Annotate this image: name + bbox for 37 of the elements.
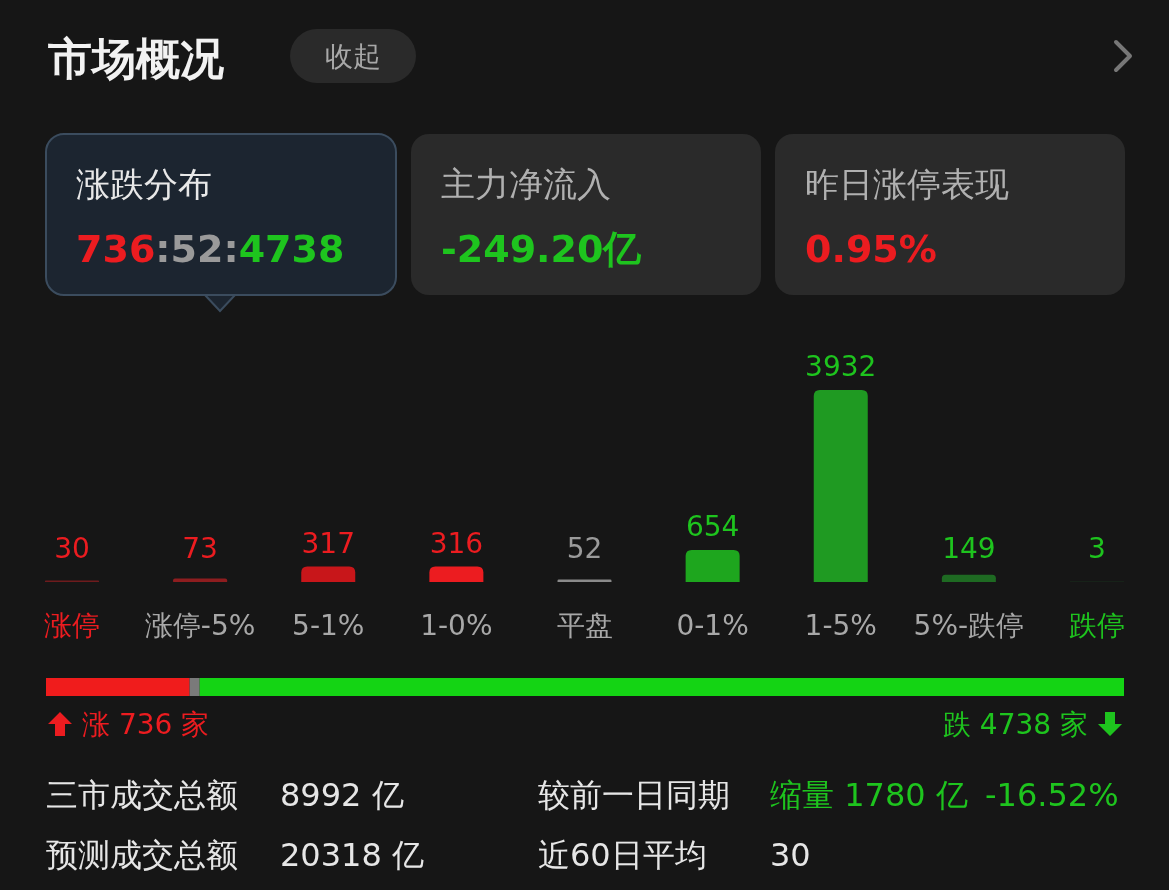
- text: -249.20亿: [441, 227, 643, 271]
- data-label: 317: [301, 526, 355, 560]
- data-label: 654: [685, 510, 740, 544]
- data-label: 52: [566, 532, 603, 565]
- text: 收起: [325, 40, 381, 73]
- text: 近60日平均: [538, 836, 707, 874]
- data-label: 3: [1088, 532, 1106, 565]
- x-tick-label: 跌停: [1069, 609, 1125, 642]
- text: 30: [770, 836, 811, 874]
- text: 20318 亿: [280, 836, 424, 874]
- x-tick-label: 1-0%: [420, 609, 493, 642]
- x-tick-label: 平盘: [556, 609, 613, 642]
- text: 涨 736 家: [82, 708, 210, 741]
- x-tick-label: 1-5%: [804, 609, 877, 642]
- text: 缩量 1780 亿: [770, 776, 968, 814]
- text: 市场概况: [48, 33, 224, 84]
- data-label: 3932: [805, 350, 877, 383]
- x-tick-label: 涨停-5%: [144, 609, 256, 642]
- x-tick-label: 涨停: [44, 609, 100, 642]
- text: -16.52%: [985, 776, 1119, 814]
- text: 0.95%: [805, 227, 937, 271]
- x-tick-label: 5%-跌停: [913, 609, 1025, 642]
- text: 三市成交总额: [46, 776, 238, 814]
- data-label: 30: [54, 532, 90, 565]
- text: 8992 亿: [280, 776, 404, 814]
- text: 跌 4738 家: [942, 708, 1088, 741]
- data-label: 316: [429, 526, 484, 560]
- text: 预测成交总额: [46, 836, 238, 874]
- text: 昨日涨停表现: [805, 164, 1009, 204]
- text: 736:52:4738: [76, 227, 345, 271]
- x-tick-label: 5-1%: [292, 609, 365, 642]
- data-label: 149: [942, 532, 996, 565]
- text: 较前一日同期: [538, 776, 730, 814]
- text: 主力净流入: [441, 164, 611, 204]
- x-tick-label: 0-1%: [676, 609, 749, 642]
- text: 涨跌分布: [76, 164, 212, 204]
- data-label: 73: [182, 532, 218, 565]
